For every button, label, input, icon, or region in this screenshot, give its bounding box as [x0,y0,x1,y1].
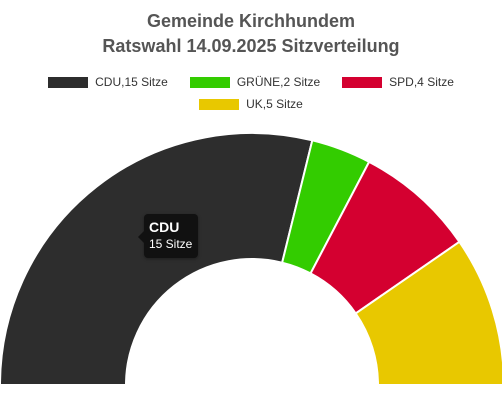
chart-subtitle: Ratswahl 14.09.2025 Sitzverteilung [102,36,400,56]
legend-row-2: UK,5 Sitze [0,97,502,111]
tooltip-party-name: CDU [149,219,180,235]
legend-swatch-uk [199,98,240,110]
chart-title: Gemeinde Kirchhundem [146,11,356,31]
legend-item-gruene[interactable]: GRÜNE,2 Sitze [189,75,321,89]
legend-label-gruene: GRÜNE,2 Sitze [236,75,321,89]
slice-uk[interactable] [354,240,502,386]
legend-label-cdu: CDU,15 Sitze [95,75,168,89]
legend-item-uk[interactable]: UK,5 Sitze [199,97,303,111]
tooltip: CDU 15 Sitze [137,214,199,258]
legend-item-cdu[interactable]: CDU,15 Sitze [48,75,168,89]
legend: CDU,15 Sitze GRÜNE,2 Sitze SPD,4 Sitze [0,75,502,89]
legend-swatch-cdu [48,76,89,88]
legend-label-uk: UK,5 Sitze [246,97,303,111]
legend-label-spd: SPD,4 Sitze [389,75,454,89]
slice-cdu[interactable] [0,132,314,386]
tooltip-seat-count: 15 Sitze [149,237,193,251]
legend-item-spd[interactable]: SPD,4 Sitze [342,75,454,89]
legend-swatch-spd [342,76,383,88]
legend-swatch-gruene [189,76,230,88]
